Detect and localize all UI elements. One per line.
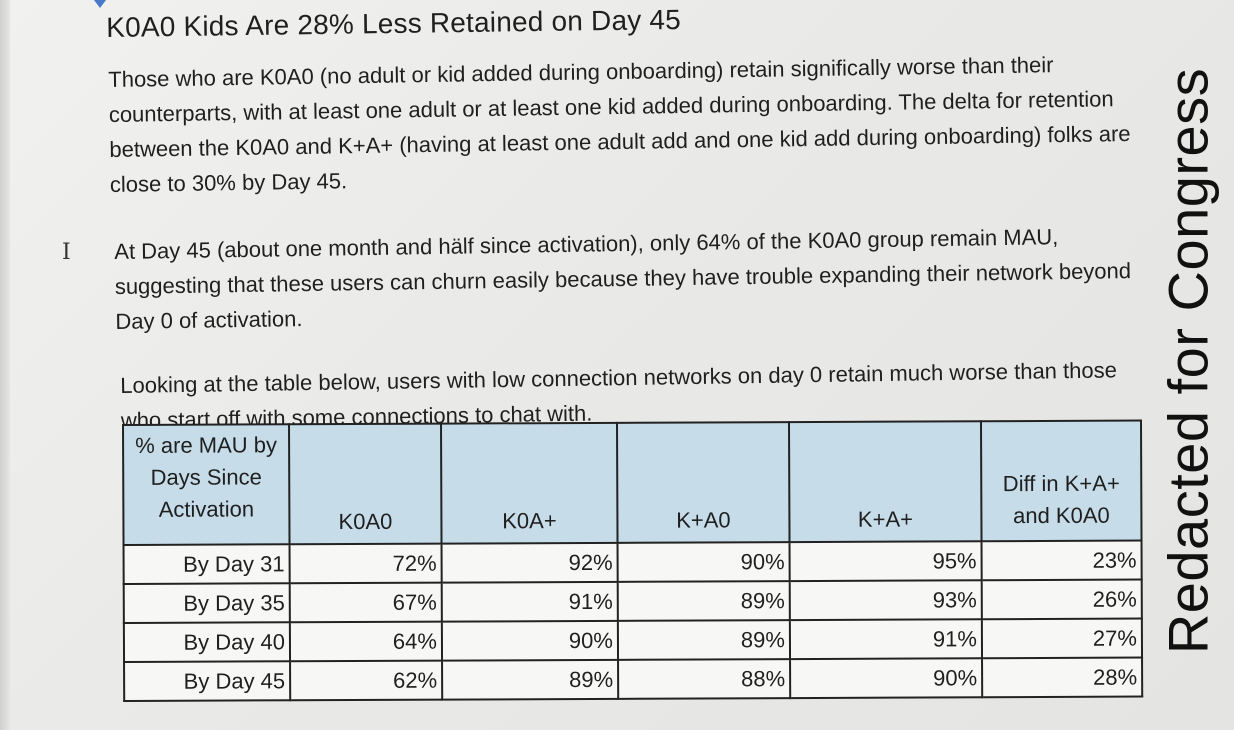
- redaction-watermark: Redacted for Congress: [1148, 36, 1228, 686]
- table-row: By Day 40 64% 90% 89% 91% 27%: [123, 618, 1143, 662]
- watermark-text: Redacted for Congress: [1156, 67, 1220, 655]
- cell-k0a0: 72%: [289, 543, 442, 584]
- paragraph-intro: Those who are K0A0 (no adult or kid adde…: [108, 52, 1131, 197]
- retention-table: % are MAU by Days Since Activation K0A0 …: [122, 420, 1143, 702]
- header-k-plus-a0: K+A0: [616, 422, 790, 543]
- cell-k0a-plus: 90%: [441, 620, 619, 661]
- cell-diff: 26%: [981, 579, 1142, 620]
- cell-diff: 27%: [981, 618, 1143, 659]
- cell-k0a0: 64%: [289, 621, 443, 662]
- cell-k0a-plus: 92%: [441, 542, 618, 583]
- row-label: By Day 31: [123, 544, 290, 584]
- cell-k0a-plus: 91%: [441, 581, 618, 622]
- cell-diff: 28%: [982, 657, 1143, 698]
- header-k0a0: K0A0: [289, 423, 442, 545]
- table-header-row: % are MAU by Days Since Activation K0A0 …: [123, 420, 1142, 545]
- row-label: By Day 35: [123, 583, 290, 623]
- cell-k0a-plus: 89%: [442, 659, 619, 700]
- cell-k-plus-a-plus: 91%: [789, 619, 983, 660]
- header-days-since-activation: % are MAU by Days Since Activation: [123, 424, 290, 545]
- row-label: By Day 45: [124, 661, 291, 701]
- section-title: K0A0 Kids Are 28% Less Retained on Day 4…: [106, 3, 682, 43]
- header-diff: Diff in K+A+ and K0A0: [980, 420, 1142, 542]
- cell-k0a0: 67%: [289, 582, 442, 623]
- paragraph-day45: At Day 45 (about one month and hälf sinc…: [114, 224, 1132, 334]
- table-row: By Day 35 67% 91% 89% 93% 26%: [123, 579, 1142, 623]
- cell-k-plus-a-plus: 93%: [789, 580, 982, 621]
- cell-k-plus-a0: 90%: [617, 542, 790, 582]
- cell-k-plus-a-plus: 90%: [790, 658, 983, 699]
- table-row: By Day 45 62% 89% 88% 90% 28%: [124, 657, 1143, 701]
- scroll-position-marker-icon[interactable]: [94, 0, 106, 8]
- text-cursor-icon: I: [62, 240, 71, 265]
- header-k0a-plus: K0A+: [441, 422, 618, 544]
- row-label: By Day 40: [123, 622, 291, 662]
- cell-k0a0: 62%: [290, 660, 443, 701]
- header-k-plus-a-plus: K+A+: [788, 421, 982, 543]
- cell-k-plus-a0: 89%: [617, 581, 790, 621]
- cell-diff: 23%: [981, 540, 1142, 581]
- cell-k-plus-a0: 88%: [618, 659, 791, 699]
- window-edge: [0, 0, 10, 730]
- retention-table-container: % are MAU by Days Since Activation K0A0 …: [122, 420, 1143, 702]
- table-row: By Day 31 72% 92% 90% 95% 23%: [123, 540, 1142, 584]
- cell-k-plus-a0: 89%: [617, 620, 791, 660]
- cell-k-plus-a-plus: 95%: [789, 541, 982, 582]
